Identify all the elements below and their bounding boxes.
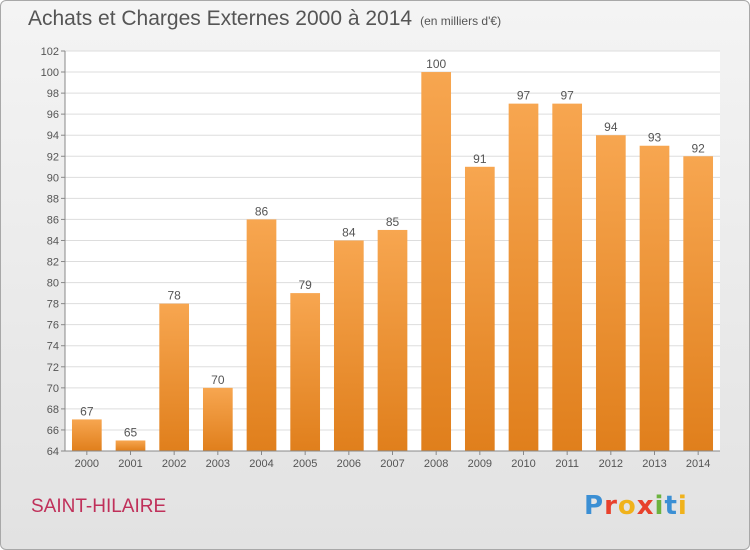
y-tick-label: 64 bbox=[47, 446, 59, 458]
logo-letter: x bbox=[636, 491, 655, 521]
bar-value-label: 85 bbox=[386, 215, 400, 229]
x-tick-label: 2001 bbox=[118, 458, 142, 470]
bar-value-label: 94 bbox=[604, 120, 618, 134]
x-tick-label: 2008 bbox=[424, 458, 448, 470]
bar bbox=[159, 303, 190, 451]
x-tick-label: 2003 bbox=[206, 458, 230, 470]
y-tick-label: 72 bbox=[47, 362, 59, 374]
y-tick-label: 94 bbox=[47, 130, 59, 142]
bar-value-label: 86 bbox=[255, 204, 269, 218]
bar bbox=[639, 145, 670, 451]
y-tick-label: 84 bbox=[47, 235, 59, 247]
x-tick-label: 2009 bbox=[468, 458, 492, 470]
y-tick-label: 102 bbox=[41, 46, 59, 58]
bar-value-label: 92 bbox=[691, 141, 705, 155]
x-tick-label: 2014 bbox=[686, 458, 710, 470]
x-tick-label: 2004 bbox=[249, 458, 273, 470]
bar bbox=[552, 103, 583, 451]
y-tick-label: 90 bbox=[47, 172, 59, 184]
x-tick-label: 2013 bbox=[642, 458, 666, 470]
bar bbox=[595, 135, 626, 452]
y-tick-label: 66 bbox=[47, 425, 59, 437]
logo-letter: t bbox=[664, 491, 678, 521]
chart-title: Achats et Charges Externes 2000 à 2014 (e… bbox=[28, 7, 501, 31]
logo-letter: o bbox=[617, 491, 637, 521]
x-tick-label: 2007 bbox=[380, 458, 404, 470]
y-tick-label: 70 bbox=[47, 383, 59, 395]
x-tick-label: 2002 bbox=[162, 458, 186, 470]
logo-letter: P bbox=[584, 491, 605, 521]
logo-letter: i bbox=[677, 491, 688, 521]
bar-value-label: 78 bbox=[167, 289, 181, 303]
bar bbox=[71, 419, 102, 451]
y-tick-label: 98 bbox=[47, 88, 59, 100]
bar bbox=[115, 440, 146, 451]
bar-value-label: 97 bbox=[560, 89, 574, 103]
bar bbox=[246, 219, 277, 451]
y-tick-label: 74 bbox=[47, 341, 59, 353]
x-tick-label: 2011 bbox=[555, 458, 579, 470]
bar bbox=[202, 387, 233, 451]
bar-value-label: 67 bbox=[80, 404, 94, 418]
x-tick-label: 2000 bbox=[75, 458, 99, 470]
place-name: SAINT-HILAIRE bbox=[31, 496, 167, 517]
y-tick-label: 68 bbox=[47, 404, 59, 416]
bar bbox=[333, 240, 364, 451]
y-tick-label: 88 bbox=[47, 193, 59, 205]
bar bbox=[508, 103, 539, 451]
proxiti-logo[interactable]: Proxiti bbox=[584, 491, 688, 521]
bar-value-label: 97 bbox=[517, 89, 531, 103]
y-tick-label: 96 bbox=[47, 109, 59, 121]
bar-value-label: 100 bbox=[426, 57, 446, 71]
x-tick-label: 2012 bbox=[599, 458, 623, 470]
bar-value-label: 91 bbox=[473, 152, 487, 166]
y-tick-label: 76 bbox=[47, 320, 59, 332]
x-tick-label: 2006 bbox=[337, 458, 361, 470]
bar bbox=[683, 156, 714, 451]
bar bbox=[421, 72, 452, 451]
bar bbox=[464, 166, 495, 451]
chart-title-text: Achats et Charges Externes 2000 à 2014 bbox=[28, 7, 413, 30]
bar bbox=[290, 293, 321, 451]
x-tick-label: 2010 bbox=[511, 458, 535, 470]
bar-value-label: 79 bbox=[298, 278, 312, 292]
bar bbox=[377, 229, 408, 451]
x-tick-label: 2005 bbox=[293, 458, 317, 470]
y-tick-label: 86 bbox=[47, 214, 59, 226]
logo-letter: r bbox=[604, 491, 618, 521]
bar-value-label: 84 bbox=[342, 225, 356, 239]
chart-unit: (en milliers d'€) bbox=[420, 14, 502, 28]
bar-value-label: 65 bbox=[124, 425, 138, 439]
y-tick-label: 82 bbox=[47, 257, 59, 269]
logo-letter: i bbox=[654, 491, 665, 521]
bar-value-label: 70 bbox=[211, 373, 225, 387]
y-tick-label: 92 bbox=[47, 151, 59, 163]
y-tick-label: 100 bbox=[41, 67, 59, 79]
y-tick-label: 78 bbox=[47, 299, 59, 311]
bar-value-label: 93 bbox=[648, 131, 662, 145]
y-tick-label: 80 bbox=[47, 278, 59, 290]
